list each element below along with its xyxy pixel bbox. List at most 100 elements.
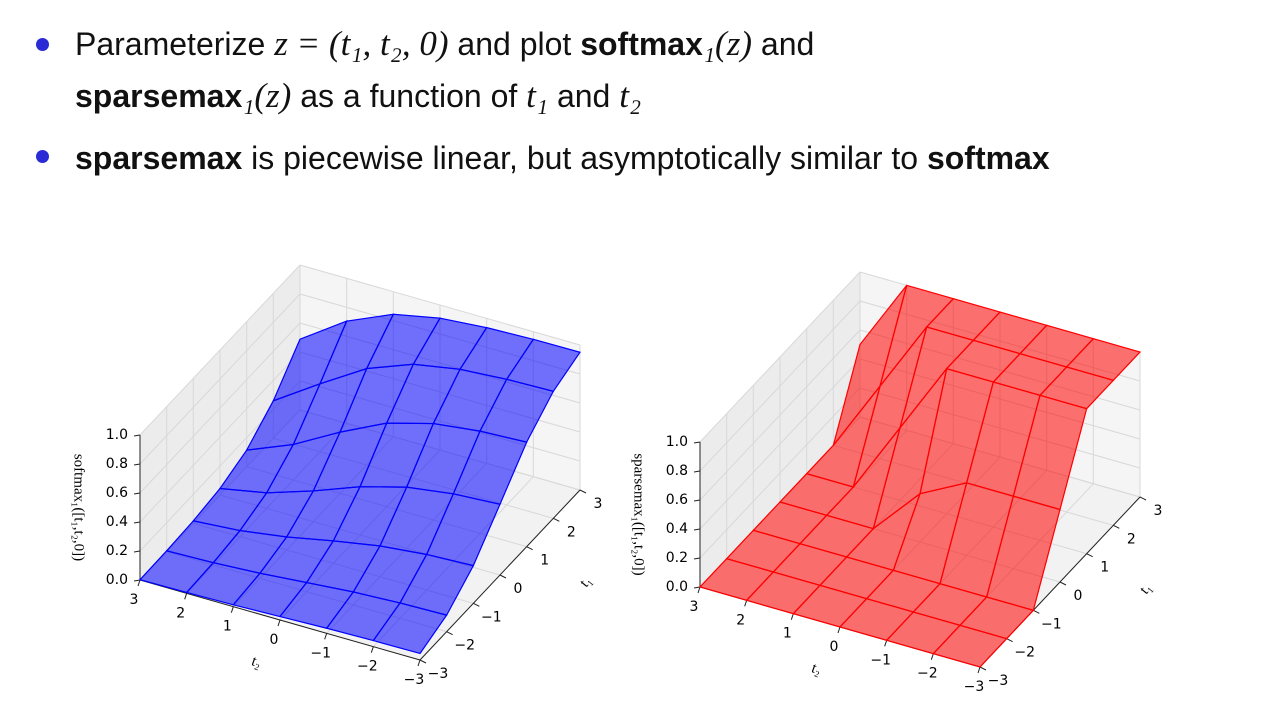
grid-line	[139, 351, 301, 523]
x-tick-label: −2	[1014, 645, 1035, 661]
tick-mark	[133, 579, 141, 582]
y-tick-label: −1	[310, 645, 331, 661]
grid-line	[699, 329, 861, 501]
grid-line	[699, 358, 861, 530]
math: t₁	[526, 76, 549, 115]
z-tick-label: 0.2	[106, 543, 128, 559]
x-tick-label: 0	[1074, 588, 1083, 604]
tick-mark	[277, 619, 281, 627]
x-tick-label: 0	[514, 581, 523, 597]
bold-text: sparsemax	[75, 140, 243, 176]
y-tick-label: 1	[223, 619, 232, 635]
tick-mark	[693, 470, 701, 473]
text: and plot	[448, 26, 581, 62]
x-tick-label: −3	[988, 673, 1009, 689]
y-axis-label: t₂	[809, 660, 823, 678]
tick-mark	[419, 659, 427, 664]
surface-patch	[372, 602, 448, 655]
y-tick-label: −3	[964, 679, 985, 695]
grid-line	[699, 271, 861, 443]
y-tick-label: −2	[917, 666, 938, 682]
grid-line	[139, 293, 301, 465]
z-tick-label: 1.0	[106, 427, 128, 443]
tick-mark	[1139, 496, 1147, 501]
tick-mark	[930, 653, 934, 660]
x-tick-label: −1	[481, 609, 502, 625]
text: is piecewise linear, but asymptotically …	[242, 140, 927, 176]
tick-mark	[526, 546, 533, 551]
x-tick-label: 2	[1127, 531, 1136, 547]
y-tick-label: 3	[690, 599, 699, 615]
tick-mark	[1059, 581, 1067, 586]
text: as a function of	[291, 78, 527, 114]
tick-mark	[133, 521, 141, 524]
z-tick-label: 1.0	[666, 434, 688, 450]
tick-mark	[230, 606, 234, 613]
bold-text: softmax	[926, 140, 1050, 176]
tick-mark	[1113, 524, 1120, 529]
x-tick-label: 3	[594, 496, 603, 512]
tick-mark	[1086, 553, 1093, 558]
tick-mark	[137, 579, 141, 587]
tick-mark	[499, 574, 507, 579]
y-tick-label: 2	[736, 612, 745, 628]
x-tick-label: −3	[428, 666, 449, 682]
bullet: sparsemax is piecewise linear, but asymp…	[75, 132, 1275, 184]
x-tick-label: −2	[454, 638, 475, 654]
x-tick-label: 3	[1154, 503, 1163, 519]
tick-mark	[977, 666, 981, 674]
tick-mark	[446, 631, 453, 636]
tick-mark	[133, 492, 141, 495]
tick-mark	[579, 489, 587, 494]
grid-line	[699, 300, 861, 472]
bold-text: softmax	[580, 26, 703, 62]
z-axis-label: sparsemax₁([t₁,t₂,0])	[631, 453, 647, 575]
tick-mark	[133, 550, 141, 553]
grid-line	[699, 387, 861, 559]
z-tick-label: 0.8	[106, 456, 128, 472]
tick-mark	[553, 517, 560, 522]
x-tick-label: 2	[567, 524, 576, 540]
bullet-dot	[36, 150, 49, 163]
z-tick-label: 0.4	[666, 521, 688, 537]
tick-mark	[693, 441, 701, 444]
tick-mark	[184, 593, 188, 600]
tick-mark	[473, 602, 480, 607]
text: and	[548, 78, 620, 114]
tick-mark	[693, 586, 701, 589]
z-tick-label: 0.6	[106, 485, 128, 501]
tick-mark	[790, 613, 794, 620]
text: and	[752, 26, 824, 62]
y-tick-label: −2	[357, 659, 378, 675]
grid-line	[299, 264, 581, 346]
tick-mark	[837, 626, 841, 634]
y-tick-label: −1	[870, 652, 891, 668]
x-tick-label: 1	[540, 553, 549, 569]
tick-mark	[744, 600, 748, 607]
y-tick-label: 0	[830, 639, 839, 655]
math: ₁(z)	[702, 24, 752, 63]
bold-text: sparsemax	[75, 78, 243, 114]
y-tick-label: 1	[783, 626, 792, 642]
x-axis-label: t₁	[577, 573, 595, 590]
surface-patch	[932, 624, 1008, 668]
tick-mark	[884, 640, 888, 647]
tick-mark	[324, 633, 328, 640]
z-axis-label: softmax₁([t₁,t₂,0])	[71, 454, 87, 561]
z-tick-label: 0.6	[666, 492, 688, 508]
tick-mark	[693, 557, 701, 560]
z-tick-label: 0.0	[666, 579, 688, 595]
z-tick-label: 0.4	[106, 514, 128, 530]
tick-mark	[1033, 609, 1040, 614]
x-tick-label: 1	[1100, 560, 1109, 576]
y-tick-label: 3	[130, 592, 139, 608]
z-tick-label: 0.8	[666, 463, 688, 479]
y-tick-label: −3	[404, 672, 425, 688]
tick-mark	[370, 646, 374, 653]
grid-line	[139, 322, 301, 494]
x-tick-label: −1	[1041, 616, 1062, 632]
z-tick-label: 0.0	[106, 572, 128, 588]
tick-mark	[1006, 638, 1013, 643]
